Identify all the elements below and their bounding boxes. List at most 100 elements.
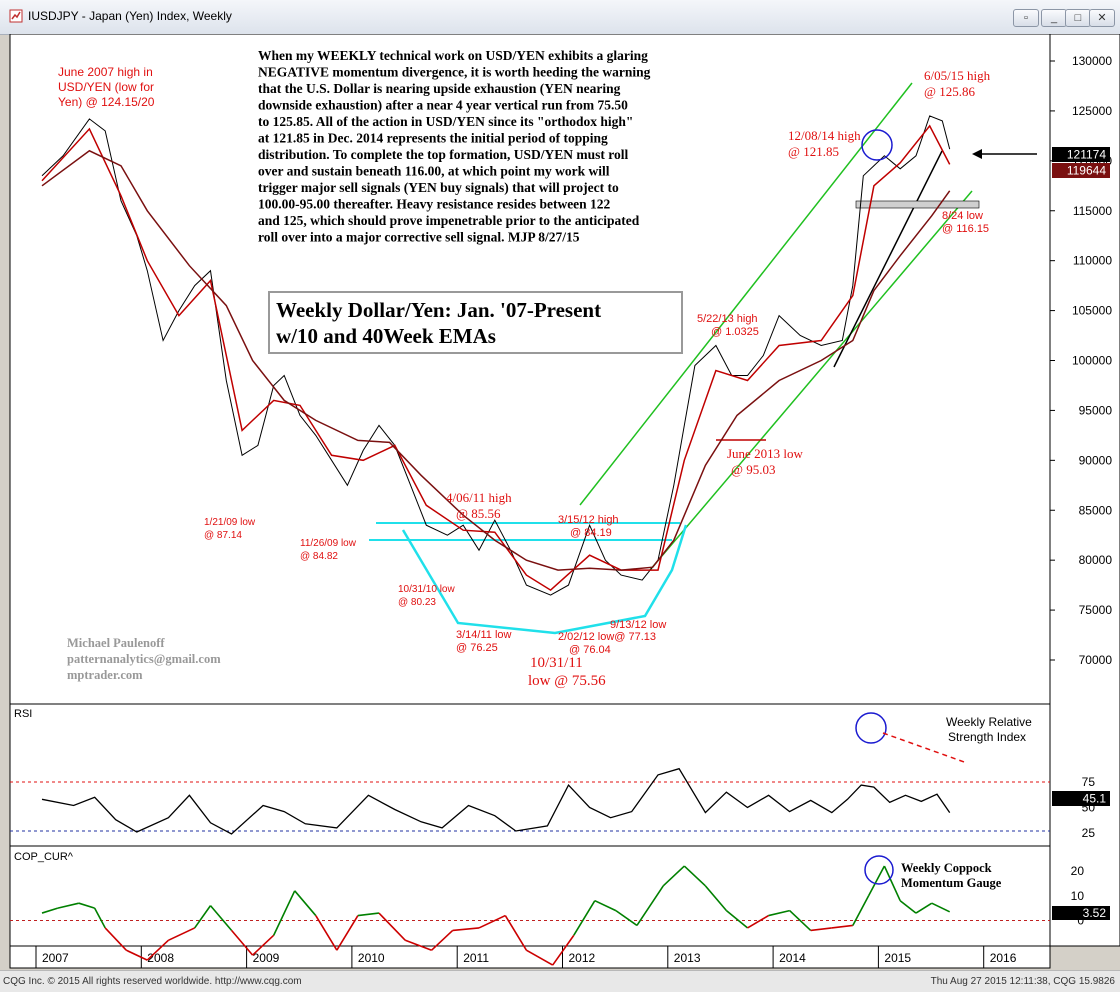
y-tick-label: 90000	[1079, 453, 1113, 467]
y-tick-label: 130000	[1072, 54, 1112, 68]
copyright-text: CQG Inc. © 2015 All rights reserved worl…	[3, 976, 302, 987]
last-price-box	[1052, 147, 1110, 162]
sep2012-low-label: 9/13/12 low	[610, 619, 666, 631]
rsi-value-label: 45.1	[1083, 792, 1107, 806]
coppock-segment	[747, 914, 769, 929]
coppock-segment	[725, 909, 749, 929]
coppock-segment	[552, 934, 575, 966]
coppock-segment	[899, 900, 917, 914]
feb2012-low-value: @ 76.04	[569, 644, 611, 656]
last-price-label: 121174	[1067, 148, 1106, 162]
feb2012-low-label: 2/02/12 low@ 77.13	[558, 631, 656, 643]
apr2011-high-label: 4/06/11 high @ 85.56	[446, 490, 515, 521]
dec2014-high-circle	[861, 129, 893, 161]
coppock-segment	[294, 890, 317, 917]
coppock-segment	[315, 915, 338, 951]
coppock-segment	[452, 927, 480, 932]
coppock-segment	[867, 865, 886, 897]
maximize-button[interactable]: □	[1065, 9, 1091, 27]
x-tick-label: 2008	[147, 951, 174, 965]
coppock-segment	[194, 905, 212, 929]
x-tick-label: 2014	[779, 951, 806, 965]
close-button[interactable]: ✕	[1089, 9, 1115, 27]
rsi-series	[41, 767, 951, 835]
coppock-segment	[768, 909, 790, 917]
author-credit: Michael Paulenoff patternanalytics@gmail…	[67, 636, 224, 682]
base-pattern-line	[401, 524, 688, 635]
rsi-note: Weekly Relative Strength Index	[946, 715, 1035, 744]
coppock-segment	[78, 902, 95, 909]
coppock-segment	[831, 924, 853, 929]
x-tick-label: 2012	[569, 951, 596, 965]
status-bar: CQG Inc. © 2015 All rights reserved worl…	[0, 970, 1120, 992]
coppock-segment	[525, 949, 554, 966]
cqg-app-icon	[9, 9, 23, 23]
coppock-segment	[704, 885, 728, 912]
ema10-series	[41, 124, 951, 592]
y-tick-label: 70000	[1079, 653, 1113, 667]
coppock-segment	[209, 905, 233, 931]
coppock-series	[41, 865, 951, 966]
x-tick-label: 2007	[42, 951, 69, 965]
x-tick-label: 2010	[358, 951, 385, 965]
y-tick-label: 75000	[1079, 603, 1113, 617]
may2013-high-label: 5/22/13 high @ 1.0325	[697, 313, 761, 338]
chart-title: Weekly Dollar/Yen: Jan. '07-Present	[276, 298, 601, 322]
coppock-segment	[573, 900, 596, 936]
restore-icon: ▫	[1024, 12, 1028, 24]
rsi-divergence-line	[882, 732, 968, 764]
coppock-tick-label: 20	[1071, 864, 1085, 878]
rsi-tick-label: 75	[1082, 775, 1096, 789]
coppock-segment	[662, 865, 685, 887]
ema-price-label: 119644	[1067, 164, 1106, 178]
jan2009-low-label: 1/21/09 low @ 87.14	[204, 517, 258, 541]
coppock-segment	[125, 949, 148, 961]
title-bar[interactable]: IUSDJPY - Japan (Yen) Index, Weekly ▫ _ …	[0, 0, 1120, 35]
mar2011-low-label: 3/14/11 low @ 76.25	[456, 629, 515, 654]
oct2011-low-label: 10/31/11 low @ 75.56	[528, 655, 606, 689]
coppock-segment	[146, 939, 169, 961]
coppock-segment	[405, 939, 432, 951]
coppock-tick-label: 0	[1077, 914, 1084, 928]
minimize-button[interactable]: _	[1041, 9, 1067, 27]
chart-subtitle: w/10 and 40Week EMAs	[276, 324, 496, 348]
x-tick-label: 2015	[884, 951, 911, 965]
coppock-segment	[41, 907, 59, 914]
dec2014-high-label: 12/08/14 high @ 121.85	[788, 128, 864, 159]
coppock-value-label: 3.52	[1083, 906, 1107, 920]
rsi-peak-circle	[855, 712, 887, 744]
coppock-value-box	[1052, 906, 1110, 920]
coppock-segment	[357, 912, 380, 917]
rsi-panel	[9, 703, 1051, 847]
coppock-panel	[9, 845, 1051, 947]
jun2013-low-label: June 2013 low @ 95.03	[727, 446, 806, 477]
coppock-segment	[810, 927, 832, 932]
steep-trendline	[833, 150, 943, 368]
coppock-segment	[594, 899, 617, 912]
title-box	[268, 291, 683, 354]
coppock-segment	[504, 915, 528, 951]
coppock-note: Weekly Coppock Momentum Gauge	[901, 861, 1002, 890]
time-axis-panel	[9, 945, 1051, 969]
coppock-tick-label: 10	[1071, 889, 1085, 903]
coppock-peak-circle	[864, 855, 894, 885]
minimize-icon: _	[1050, 12, 1058, 24]
coppock-segment	[915, 902, 933, 914]
chart-canvas[interactable]: 2007 2008 2009 2010 2011 2012 2013 2014 2015 2016…	[0, 34, 1120, 970]
price-panel	[9, 34, 1051, 705]
coppock-segment	[431, 929, 454, 951]
x-tick-label: 2016	[990, 951, 1017, 965]
coppock-segment	[104, 927, 127, 951]
x-tick-label: 2013	[674, 951, 701, 965]
restore-button[interactable]: ▫	[1013, 9, 1039, 27]
coppock-segment	[615, 909, 638, 927]
coppock-segment	[378, 912, 406, 941]
rsi-value-box	[1052, 791, 1110, 806]
y-tick-label: 95000	[1079, 403, 1113, 417]
coppock-segment	[57, 902, 80, 909]
y-tick-label: 85000	[1079, 503, 1113, 517]
coppock-segment	[683, 865, 706, 887]
x-tick-label: 2011	[463, 951, 489, 965]
coppock-segment	[252, 934, 275, 956]
y-tick-label: 110000	[1073, 254, 1112, 268]
